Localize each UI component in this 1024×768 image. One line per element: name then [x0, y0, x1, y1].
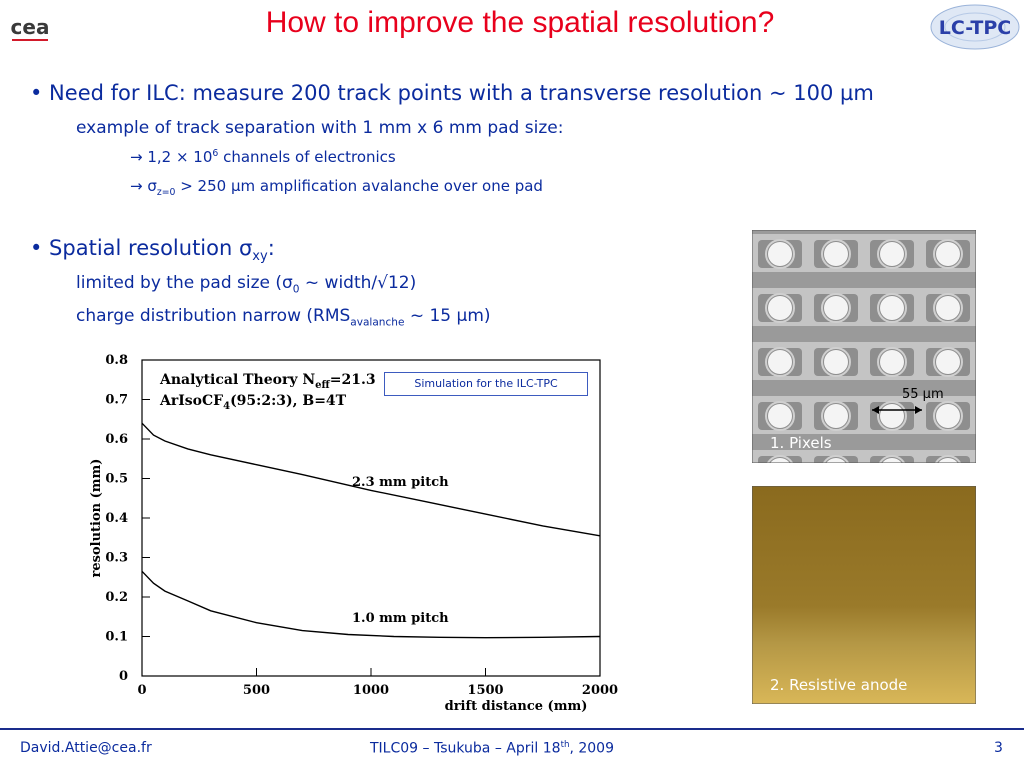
bullet-ilc-requirement: • Need for ILC: measure 200 track points…: [30, 81, 874, 105]
y-tick-label: 0.3: [105, 551, 128, 566]
pad-size-limit: limited by the pad size (σ0 ~ width/√12): [76, 273, 417, 296]
channels-line: → 1,2 × 106 channels of electronics: [130, 148, 396, 166]
series-line-1: [141, 570, 601, 639]
resolution-vs-drift-chart: 0 0.1 0.2 0.3 0.4 0.5 0.6 0.7 0.8 0 500 1000 1500 20…: [89, 353, 618, 714]
simulation-label: Simulation for the ILC-TPC: [384, 372, 588, 396]
chart-annotation-theory: Analytical Theory Neff=21.3: [159, 372, 376, 391]
footer-divider: [0, 728, 1024, 730]
y-tick-label: 0.5: [105, 472, 128, 487]
y-tick-label: 0.2: [105, 590, 128, 605]
pixels-photo: 55 μm 1. Pixels: [752, 230, 976, 463]
lc-tpc-logo: LC-TPC: [930, 4, 1020, 50]
slide-header: cea How to improve the spatial resolutio…: [0, 0, 1024, 52]
x-tick-label: 1500: [467, 683, 503, 698]
x-tick-label: 500: [243, 683, 270, 698]
cea-logo: cea: [8, 8, 52, 46]
footer-page-number: 3: [994, 740, 1003, 756]
chart-annotation-gas: ArIsoCF4(95:2:3), B=4T: [159, 393, 347, 412]
y-tick-label: 0.4: [105, 511, 128, 526]
lc-tpc-logo-text: LC-TPC: [939, 17, 1011, 39]
x-tick-label: 0: [137, 683, 146, 698]
track-separation-example: example of track separation with 1 mm x …: [76, 118, 564, 138]
y-tick-label: 0.8: [105, 353, 128, 368]
y-tick-label: 0: [119, 669, 128, 684]
x-tick-label: 2000: [582, 683, 618, 698]
footer-event: TILC09 – Tsukuba – April 18th, 2009: [370, 740, 614, 757]
y-tick-label: 0.7: [105, 393, 128, 408]
resistive-anode-label: 2. Resistive anode: [770, 676, 907, 694]
charge-distribution: charge distribution narrow (RMSavalanche…: [76, 306, 491, 329]
x-axis-label: drift distance (mm): [445, 699, 588, 714]
bullet-spatial-resolution: • Spatial resolution σxy:: [30, 236, 275, 265]
scale-label: 55 μm: [902, 387, 944, 402]
series-label-1-0mm: 1.0 mm pitch: [352, 611, 449, 626]
y-tick-label: 0.1: [105, 630, 128, 645]
series-group: [141, 422, 601, 639]
y-axis-label: resolution (mm): [89, 459, 104, 578]
x-tick-label: 1000: [353, 683, 389, 698]
x-ticks: 0 500 1000 1500 2000: [137, 668, 618, 698]
y-ticks: 0 0.1 0.2 0.3 0.4 0.5 0.6 0.7 0.8: [105, 353, 150, 684]
series-line-0: [141, 422, 601, 537]
right-arrow-icon: →: [130, 148, 148, 166]
pixels-label: 1. Pixels: [770, 434, 832, 452]
right-arrow-icon: →: [130, 177, 148, 195]
series-label-2-3mm: 2.3 mm pitch: [352, 475, 449, 490]
cea-logo-text: cea: [11, 15, 50, 39]
footer-email: David.Attie@cea.fr: [20, 740, 152, 756]
slide-title: How to improve the spatial resolution?: [265, 6, 775, 39]
resistive-anode-photo: 2. Resistive anode: [752, 486, 976, 704]
y-tick-label: 0.6: [105, 432, 128, 447]
avalanche-line: → σz=0 > 250 µm amplification avalanche …: [130, 177, 543, 198]
